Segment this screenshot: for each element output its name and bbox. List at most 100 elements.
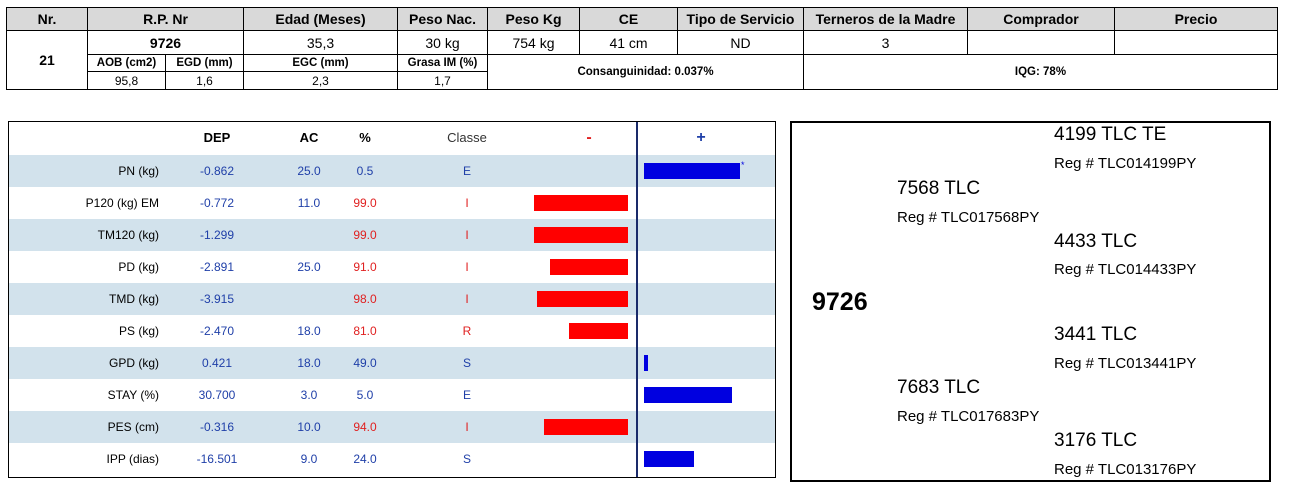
precio-input[interactable] <box>1114 30 1278 55</box>
epd-dep: 0.421 <box>201 356 233 370</box>
negative-bar <box>534 195 628 211</box>
dam-reg: Reg # TLC017683PY <box>897 408 1040 425</box>
epd-label: PD (kg) <box>118 260 159 274</box>
positive-bar <box>644 451 695 467</box>
edad-value: 35,3 <box>243 30 398 55</box>
aob-value: 95,8 <box>87 71 166 90</box>
pedigree-box: 4199 TLC TE Reg # TLC014199PY 7568 TLC R… <box>790 121 1271 482</box>
epd-ac <box>279 283 339 315</box>
sire-dam-name: 4433 TLC <box>1054 231 1138 252</box>
ce-header: CE <box>579 7 678 31</box>
epd-ac: 25.0 <box>297 260 321 274</box>
epd-label: GPD (kg) <box>108 356 159 370</box>
dep-header: DEP <box>203 130 231 145</box>
bar-marker: * <box>741 160 745 170</box>
egc-value: 2,3 <box>243 71 398 90</box>
epd-row: PS (kg) -2.470 18.0 81.0 R <box>9 315 775 347</box>
classe-header: Classe <box>447 130 487 145</box>
animal-id: 9726 <box>812 288 868 316</box>
epd-percent: 98.0 <box>353 292 377 306</box>
egc-header: EGC (mm) <box>243 54 398 72</box>
epd-dep: -1.299 <box>199 228 235 242</box>
epd-ac: 11.0 <box>297 196 321 210</box>
epd-classe: I <box>465 196 469 210</box>
epd-ac: 25.0 <box>297 164 321 178</box>
peso-nac-value: 30 kg <box>397 30 488 55</box>
epd-table: DEP AC % Classe - + PN (kg) -0.862 25.0 0.5… <box>8 121 776 478</box>
plus-header: + <box>696 129 706 146</box>
positive-bar <box>644 355 648 371</box>
epd-dep: -0.862 <box>199 164 235 178</box>
grasa-value: 1,7 <box>397 71 488 90</box>
iqg: IQG: 78% <box>803 54 1278 90</box>
negative-bar <box>536 291 628 307</box>
epd-dep: -2.891 <box>199 260 235 274</box>
rp-header: R.P. Nr <box>87 7 244 31</box>
peso-nac-header: Peso Nac. <box>397 7 488 31</box>
epd-row: PES (cm) -0.316 10.0 94.0 I <box>9 411 775 443</box>
zero-axis-line <box>636 122 638 477</box>
negative-bar <box>544 419 628 435</box>
edad-header: Edad (Meses) <box>243 7 398 31</box>
epd-classe: I <box>465 260 469 274</box>
epd-ac: 3.0 <box>300 388 318 402</box>
sire-dam-reg: Reg # TLC014433PY <box>1054 261 1197 278</box>
epd-ac: 18.0 <box>297 324 321 338</box>
egd-value: 1,6 <box>165 71 244 90</box>
positive-bar <box>644 387 732 403</box>
epd-dep: -0.316 <box>199 420 235 434</box>
dam-dam-name: 3176 TLC <box>1054 430 1138 451</box>
grasa-header: Grasa IM (%) <box>397 54 488 72</box>
lot-number: 21 <box>6 30 88 90</box>
dam-sire-name: 3441 TLC <box>1054 324 1138 345</box>
epd-label: P120 (kg) EM <box>85 196 159 210</box>
epd-label: STAY (%) <box>107 388 159 402</box>
epd-dep: -16.501 <box>196 452 238 466</box>
epd-label: IPP (dias) <box>106 452 159 466</box>
tipo-servicio-value: ND <box>677 30 804 55</box>
dam-sire-reg: Reg # TLC013441PY <box>1054 355 1197 372</box>
tipo-servicio-header: Tipo de Servicio <box>677 7 804 31</box>
epd-classe: E <box>462 164 471 178</box>
epd-percent: 24.0 <box>353 452 377 466</box>
negative-bar <box>569 323 628 339</box>
epd-label: PES (cm) <box>107 420 159 434</box>
epd-classe: E <box>462 388 471 402</box>
negative-bar <box>534 227 628 243</box>
epd-dep: -3.915 <box>199 292 235 306</box>
epd-row: TMD (kg) -3.915 98.0 I <box>9 283 775 315</box>
rp-number: 9726 <box>87 30 244 55</box>
epd-row: PD (kg) -2.891 25.0 91.0 I <box>9 251 775 283</box>
terneros-header: Terneros de la Madre <box>803 7 968 31</box>
nr-header: Nr. <box>6 7 88 31</box>
epd-percent: 81.0 <box>353 324 377 338</box>
sire-sire-name: 4199 TLC TE <box>1054 124 1167 145</box>
comprador-input[interactable] <box>967 30 1115 55</box>
comprador-header: Comprador <box>967 7 1115 31</box>
sire-sire-reg: Reg # TLC014199PY <box>1054 155 1197 172</box>
epd-classe: R <box>462 324 472 338</box>
positive-bar <box>644 163 740 179</box>
sire-name: 7568 TLC <box>897 178 981 199</box>
summary-table: Nr. R.P. Nr Edad (Meses) Peso Nac. Peso … <box>6 7 1278 90</box>
ac-header: AC <box>299 130 319 145</box>
precio-header: Precio <box>1114 7 1278 31</box>
epd-ac <box>279 219 339 251</box>
epd-percent: 99.0 <box>353 196 377 210</box>
aob-header: AOB (cm2) <box>87 54 166 72</box>
epd-classe: I <box>465 292 469 306</box>
epd-ac: 18.0 <box>297 356 321 370</box>
epd-percent: 91.0 <box>353 260 377 274</box>
epd-row: STAY (%) 30.700 3.0 5.0 E <box>9 379 775 411</box>
epd-dep: -2.470 <box>199 324 235 338</box>
epd-percent: 94.0 <box>353 420 377 434</box>
pct-header: % <box>359 130 371 145</box>
epd-row: P120 (kg) EM -0.772 11.0 99.0 I <box>9 187 775 219</box>
epd-row: IPP (dias) -16.501 9.0 24.0 S <box>9 443 775 475</box>
epd-row: TM120 (kg) -1.299 99.0 I <box>9 219 775 251</box>
egd-header: EGD (mm) <box>165 54 244 72</box>
epd-label: PS (kg) <box>118 324 159 338</box>
epd-row: GPD (kg) 0.421 18.0 49.0 S <box>9 347 775 379</box>
sire-reg: Reg # TLC017568PY <box>897 209 1040 226</box>
epd-percent: 0.5 <box>356 164 374 178</box>
